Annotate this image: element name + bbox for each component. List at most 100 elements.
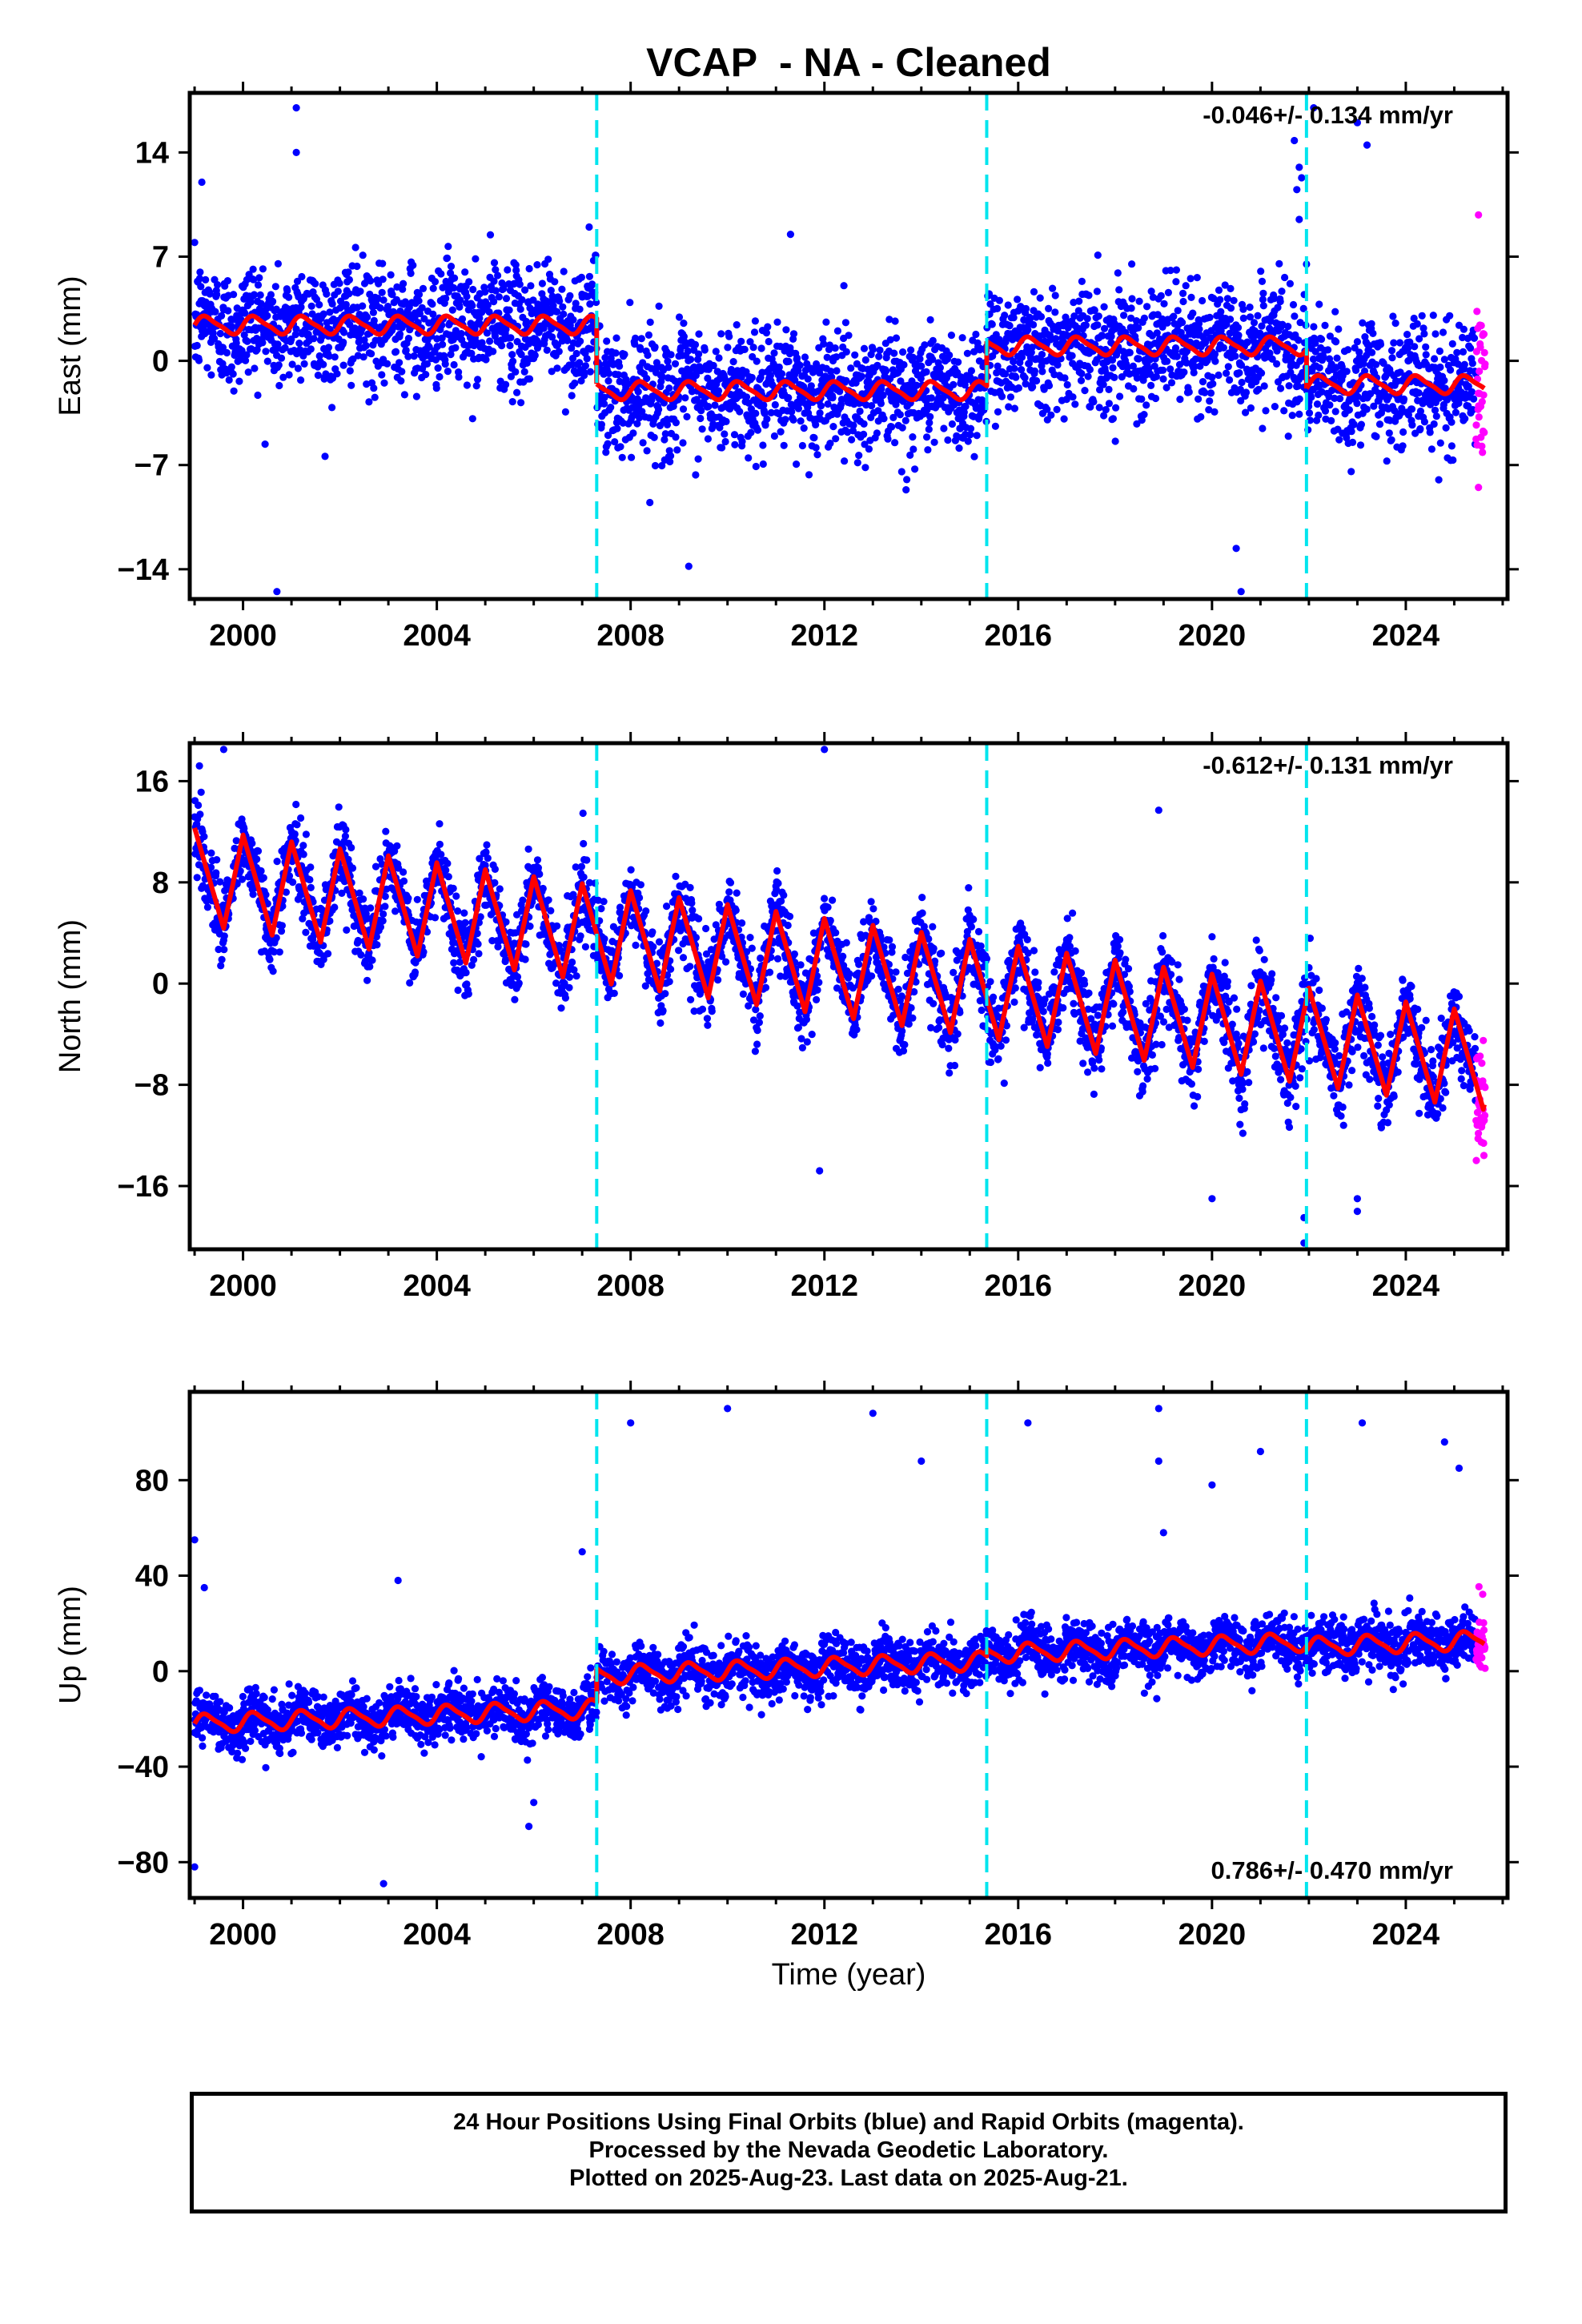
data-point bbox=[618, 453, 626, 461]
data-point bbox=[1331, 408, 1339, 416]
data-point bbox=[492, 287, 500, 295]
data-point bbox=[402, 346, 410, 354]
data-point bbox=[254, 847, 263, 855]
data-point bbox=[425, 343, 433, 351]
data-point bbox=[1094, 251, 1102, 259]
x-tick-label: 2012 bbox=[790, 619, 858, 653]
data-point bbox=[315, 352, 323, 360]
data-point bbox=[1331, 394, 1339, 402]
data-point bbox=[1376, 340, 1385, 348]
data-point bbox=[884, 435, 892, 443]
data-point bbox=[254, 391, 262, 400]
data-point bbox=[986, 300, 994, 308]
data-point bbox=[1238, 361, 1246, 369]
data-point bbox=[1095, 404, 1103, 412]
data-point bbox=[341, 832, 349, 840]
data-point bbox=[661, 990, 669, 998]
data-point bbox=[250, 275, 258, 283]
data-point bbox=[525, 375, 534, 383]
data-point bbox=[517, 399, 525, 407]
data-point bbox=[568, 958, 576, 967]
data-point bbox=[373, 941, 381, 949]
data-point bbox=[484, 854, 492, 862]
data-point bbox=[994, 362, 1002, 370]
data-point bbox=[1005, 403, 1013, 411]
data-point bbox=[704, 374, 712, 382]
data-point bbox=[1246, 304, 1254, 312]
data-point bbox=[1006, 393, 1014, 401]
data-point bbox=[547, 287, 555, 295]
data-point bbox=[272, 934, 280, 942]
data-point bbox=[259, 339, 267, 347]
data-point bbox=[840, 282, 848, 290]
data-point bbox=[655, 938, 664, 946]
data-point bbox=[213, 291, 221, 299]
data-point bbox=[525, 264, 533, 273]
data-point bbox=[450, 360, 458, 369]
data-point bbox=[1227, 304, 1235, 312]
data-point bbox=[342, 300, 350, 308]
data-point bbox=[483, 841, 491, 849]
data-point bbox=[1074, 307, 1082, 315]
data-point bbox=[1215, 286, 1223, 294]
data-point bbox=[379, 917, 387, 925]
data-point bbox=[1105, 385, 1113, 393]
data-point bbox=[741, 345, 749, 353]
data-point bbox=[369, 308, 377, 316]
data-point bbox=[692, 471, 700, 479]
data-point bbox=[1211, 350, 1219, 358]
data-point bbox=[569, 316, 577, 324]
data-point bbox=[601, 354, 609, 362]
data-point bbox=[198, 178, 206, 187]
data-point bbox=[921, 341, 929, 349]
data-point bbox=[860, 430, 868, 439]
data-point bbox=[1427, 445, 1435, 453]
data-point bbox=[1020, 316, 1028, 324]
data-point bbox=[502, 295, 511, 303]
data-point bbox=[661, 436, 669, 444]
data-point bbox=[243, 337, 251, 345]
data-point bbox=[649, 943, 657, 951]
data-point bbox=[789, 403, 797, 411]
data-point bbox=[196, 810, 204, 818]
data-point bbox=[907, 346, 915, 354]
data-point bbox=[586, 368, 594, 376]
data-point bbox=[1036, 294, 1044, 302]
data-point bbox=[539, 884, 547, 893]
data-point bbox=[1284, 432, 1292, 440]
data-point bbox=[1022, 304, 1030, 313]
data-point bbox=[1254, 312, 1262, 320]
data-point bbox=[520, 368, 528, 376]
data-point bbox=[522, 317, 531, 326]
data-point bbox=[762, 329, 771, 337]
data-point bbox=[1105, 400, 1113, 408]
data-point bbox=[442, 294, 450, 303]
data-point bbox=[496, 885, 504, 893]
data-point bbox=[1172, 266, 1180, 274]
data-point bbox=[515, 979, 523, 987]
data-point bbox=[614, 371, 622, 379]
data-point bbox=[583, 856, 591, 864]
data-point bbox=[1360, 367, 1369, 375]
data-point bbox=[442, 866, 450, 875]
data-point bbox=[379, 296, 387, 304]
data-point bbox=[1126, 348, 1134, 356]
data-point bbox=[1408, 421, 1416, 429]
data-point bbox=[879, 391, 887, 400]
data-point bbox=[1100, 324, 1109, 332]
data-point bbox=[1142, 401, 1150, 409]
data-point bbox=[513, 388, 521, 396]
data-point bbox=[469, 285, 477, 294]
data-point bbox=[295, 340, 303, 348]
data-point bbox=[849, 421, 857, 429]
data-point bbox=[1440, 356, 1448, 364]
data-point bbox=[948, 420, 956, 428]
data-point bbox=[851, 351, 859, 359]
data-point bbox=[489, 348, 497, 356]
data-point bbox=[400, 391, 408, 399]
data-point bbox=[307, 302, 315, 310]
data-point bbox=[786, 231, 795, 239]
data-point bbox=[812, 420, 820, 429]
data-point bbox=[936, 364, 944, 372]
data-point bbox=[1159, 366, 1167, 374]
